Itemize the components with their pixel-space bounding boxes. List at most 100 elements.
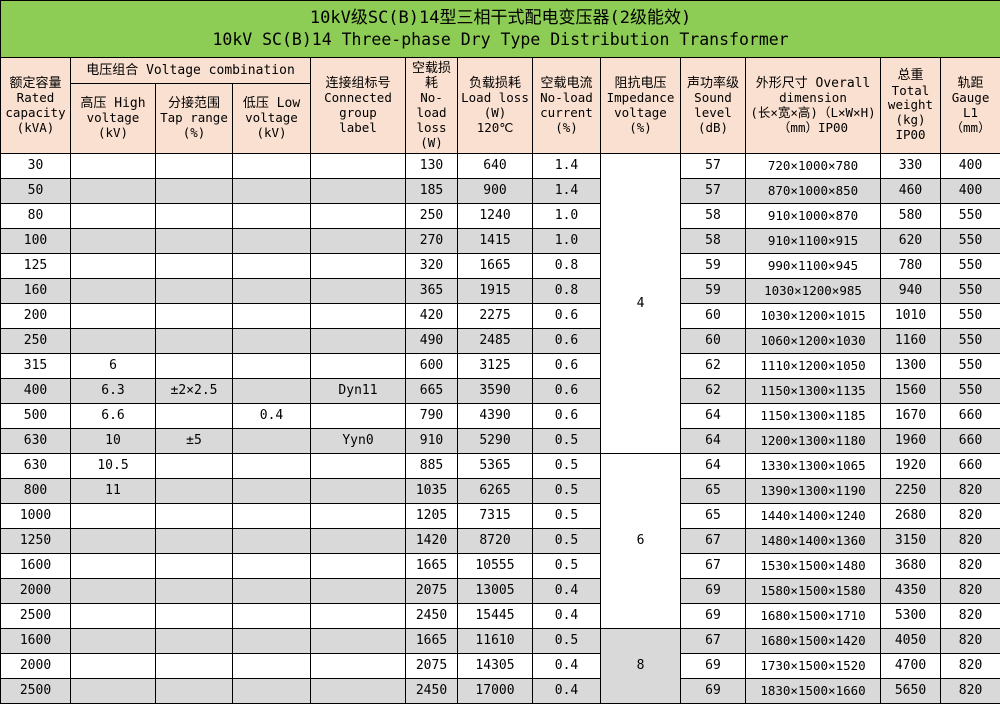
- cell-no-load-current: 0.5: [533, 429, 601, 454]
- cell-low-voltage: [233, 604, 311, 629]
- cell-total-weight: 580: [881, 204, 941, 229]
- cell-no-load-loss: 490: [406, 329, 458, 354]
- cell-no-load-current: 1.4: [533, 154, 601, 179]
- cell-no-load-loss: 130: [406, 154, 458, 179]
- cell-gauge: 400: [941, 154, 1000, 179]
- cell-total-weight: 620: [881, 229, 941, 254]
- cell-high-voltage: [71, 554, 156, 579]
- cell-connected-group-label: [311, 204, 406, 229]
- cell-connected-group-label: [311, 679, 406, 704]
- cell-total-weight: 2250: [881, 479, 941, 504]
- cell-high-voltage: [71, 154, 156, 179]
- cell-overall-dimension: 1330×1300×1065: [746, 454, 881, 479]
- cell-low-voltage: [233, 154, 311, 179]
- cell-rated-capacity: 800: [1, 479, 71, 504]
- header-sound-level: 声功率级 Sound level (dB): [681, 58, 746, 154]
- cell-no-load-loss: 910: [406, 429, 458, 454]
- cell-no-load-loss: 2450: [406, 679, 458, 704]
- header-load-loss: 负载损耗 Load loss (W) 120℃: [458, 58, 533, 154]
- cell-tap-range: [156, 554, 233, 579]
- cell-sound-level: 64: [681, 429, 746, 454]
- header-group-row: 额定容量 Rated capacity (kVA) 电压组合 Voltage c…: [1, 58, 1000, 84]
- header-no-load-current-cn: 空载电流: [533, 76, 600, 91]
- cell-rated-capacity: 315: [1, 354, 71, 379]
- cell-overall-dimension: 1680×1500×1420: [746, 629, 881, 654]
- header-overall-dimension-unit: (长×宽×高)（L×W×H)（mm）IP00: [746, 106, 880, 136]
- cell-no-load-current: 0.4: [533, 654, 601, 679]
- cell-gauge: 820: [941, 679, 1000, 704]
- cell-total-weight: 1670: [881, 404, 941, 429]
- cell-connected-group-label: [311, 304, 406, 329]
- cell-rated-capacity: 50: [1, 179, 71, 204]
- cell-no-load-current: 0.6: [533, 354, 601, 379]
- header-no-load-current-unit: (%): [533, 121, 600, 136]
- cell-low-voltage: [233, 379, 311, 404]
- cell-overall-dimension: 910×1100×915: [746, 229, 881, 254]
- cell-gauge: 550: [941, 229, 1000, 254]
- cell-tap-range: [156, 154, 233, 179]
- cell-gauge: 820: [941, 579, 1000, 604]
- cell-load-loss: 1915: [458, 279, 533, 304]
- cell-no-load-loss: 2075: [406, 654, 458, 679]
- cell-sound-level: 69: [681, 604, 746, 629]
- cell-load-loss: 6265: [458, 479, 533, 504]
- cell-gauge: 550: [941, 354, 1000, 379]
- cell-load-loss: 1240: [458, 204, 533, 229]
- header-tap-range-unit: (%): [156, 126, 232, 141]
- cell-low-voltage: [233, 204, 311, 229]
- cell-connected-group-label: [311, 604, 406, 629]
- cell-no-load-current: 0.5: [533, 554, 601, 579]
- cell-gauge: 820: [941, 529, 1000, 554]
- header-impedance-voltage: 阻抗电压 Impedance voltage (%): [601, 58, 681, 154]
- cell-gauge: 660: [941, 404, 1000, 429]
- cell-high-voltage: 10: [71, 429, 156, 454]
- cell-tap-range: [156, 679, 233, 704]
- cell-overall-dimension: 1830×1500×1660: [746, 679, 881, 704]
- cell-total-weight: 1010: [881, 304, 941, 329]
- header-total-weight-en: Total weight: [881, 84, 940, 114]
- cell-rated-capacity: 100: [1, 229, 71, 254]
- cell-rated-capacity: 400: [1, 379, 71, 404]
- cell-no-load-loss: 320: [406, 254, 458, 279]
- cell-high-voltage: [71, 629, 156, 654]
- title-chinese: 10kV级SC(B)14型三相干式配电变压器(2级能效): [1, 8, 1000, 28]
- title-english: 10kV SC(B)14 Three-phase Dry Type Distri…: [1, 30, 1000, 49]
- header-no-load-loss-unit: (W): [406, 136, 457, 151]
- cell-no-load-current: 0.6: [533, 329, 601, 354]
- cell-sound-level: 62: [681, 354, 746, 379]
- cell-no-load-current: 0.4: [533, 679, 601, 704]
- cell-high-voltage: [71, 604, 156, 629]
- cell-no-load-current: 0.5: [533, 454, 601, 479]
- cell-no-load-loss: 1035: [406, 479, 458, 504]
- header-voltage-combination: 电压组合 Voltage combination: [71, 58, 311, 84]
- cell-gauge: 550: [941, 379, 1000, 404]
- cell-rated-capacity: 125: [1, 254, 71, 279]
- cell-overall-dimension: 1110×1200×1050: [746, 354, 881, 379]
- cell-tap-range: [156, 279, 233, 304]
- cell-sound-level: 57: [681, 179, 746, 204]
- cell-tap-range: ±2×2.5: [156, 379, 233, 404]
- header-sound-level-cn: 声功率级: [681, 76, 745, 91]
- cell-overall-dimension: 1730×1500×1520: [746, 654, 881, 679]
- cell-gauge: 660: [941, 429, 1000, 454]
- cell-rated-capacity: 1000: [1, 504, 71, 529]
- cell-tap-range: [156, 304, 233, 329]
- cell-no-load-loss: 2075: [406, 579, 458, 604]
- cell-low-voltage: [233, 254, 311, 279]
- cell-sound-level: 58: [681, 229, 746, 254]
- cell-rated-capacity: 2500: [1, 604, 71, 629]
- cell-no-load-loss: 600: [406, 354, 458, 379]
- cell-no-load-loss: 365: [406, 279, 458, 304]
- cell-low-voltage: [233, 479, 311, 504]
- cell-total-weight: 1560: [881, 379, 941, 404]
